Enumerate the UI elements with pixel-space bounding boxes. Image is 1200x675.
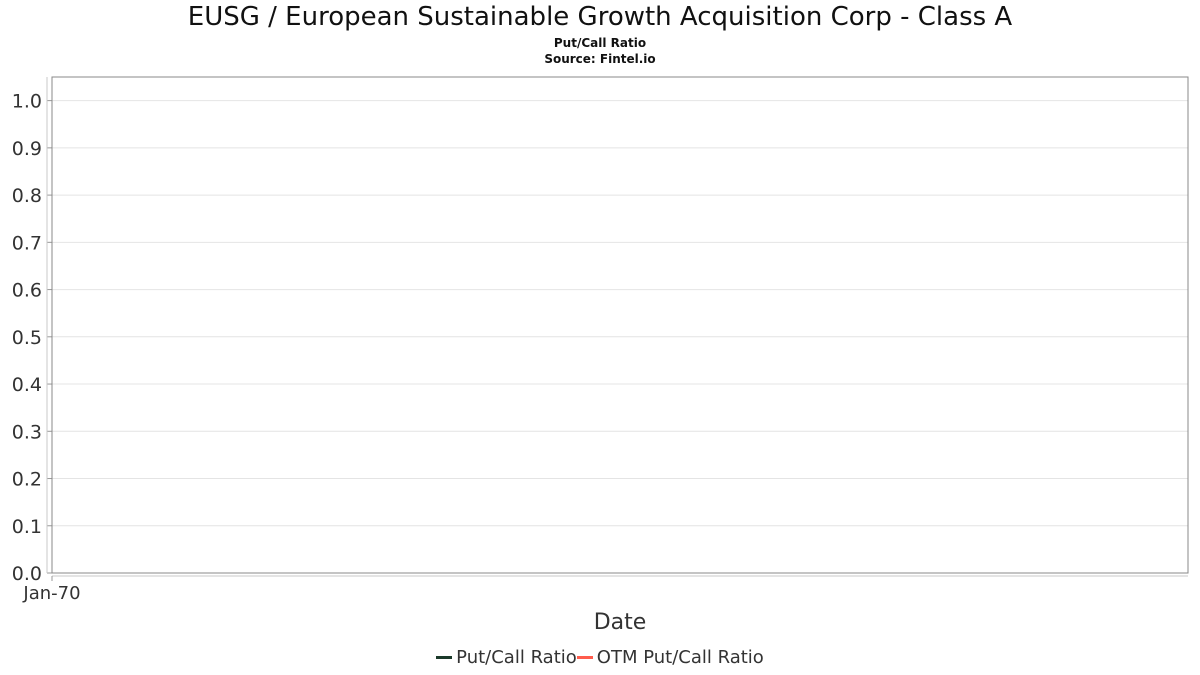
y-tick-label: 0.3: [12, 421, 42, 443]
legend-item-put-call[interactable]: Put/Call Ratio: [436, 647, 577, 668]
y-tick-label: 0.2: [12, 469, 42, 491]
plot-frame: [51, 76, 1189, 574]
chart-legend: Put/Call Ratio OTM Put/Call Ratio: [0, 647, 1200, 668]
chart-title: EUSG / European Sustainable Growth Acqui…: [187, 2, 1013, 32]
y-tick-label: 0.1: [12, 516, 42, 538]
legend-label-otm-put-call: OTM Put/Call Ratio: [596, 647, 764, 668]
y-tick-label: 0.8: [12, 185, 42, 207]
y-tick-label: 0.5: [12, 327, 42, 349]
y-tick-label: 0.0: [12, 563, 42, 585]
y-tick-label: 0.7: [12, 232, 42, 254]
x-axis-label: Date: [594, 610, 647, 635]
legend-swatch-otm-put-call: [576, 656, 593, 659]
chart-source: Source: Fintel.io: [544, 52, 656, 66]
y-tick-label: 0.6: [12, 280, 42, 302]
legend-item-otm-put-call[interactable]: OTM Put/Call Ratio: [576, 647, 764, 668]
x-tick-label: Jan-70: [22, 583, 80, 604]
y-tick-label: 0.4: [12, 374, 42, 396]
y-tick-label: 0.9: [12, 138, 42, 160]
legend-label-put-call: Put/Call Ratio: [456, 647, 577, 668]
chart-subtitle: Put/Call Ratio: [553, 36, 647, 50]
legend-swatch-put-call: [436, 656, 453, 659]
y-tick-label: 1.0: [12, 91, 42, 113]
